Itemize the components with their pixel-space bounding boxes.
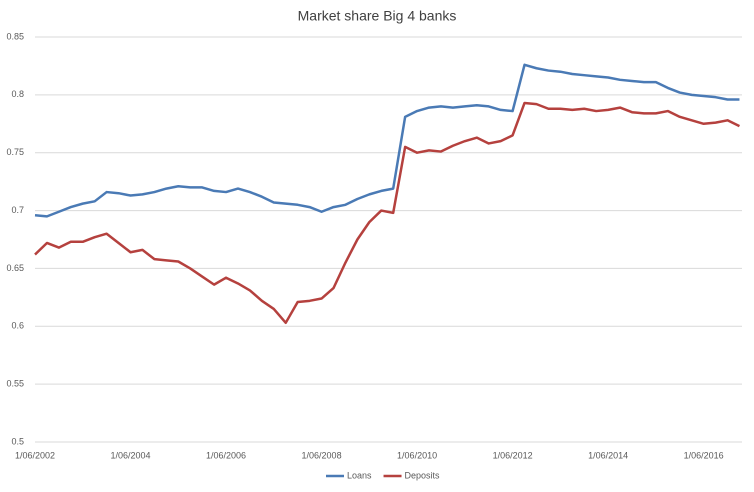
y-tick-label: 0.65 <box>6 263 24 273</box>
line-series <box>34 101 741 325</box>
line-series <box>34 63 740 218</box>
x-tick-label: 1/06/2016 <box>684 450 724 460</box>
x-tick-label: 1/06/2006 <box>206 450 246 460</box>
y-tick-label: 0.5 <box>11 436 24 446</box>
y-tick-label: 0.6 <box>11 321 24 331</box>
x-tick-label: 1/06/2002 <box>15 450 55 460</box>
y-tick-label: 0.75 <box>6 147 24 157</box>
legend-label: Loans <box>347 470 372 480</box>
legend-label: Deposits <box>405 470 441 480</box>
y-tick-label: 0.55 <box>6 379 24 389</box>
x-tick-label: 1/06/2010 <box>397 450 437 460</box>
x-tick-label: 1/06/2008 <box>302 450 342 460</box>
chart-title: Market share Big 4 banks <box>298 8 457 24</box>
y-tick-label: 0.85 <box>6 31 24 41</box>
y-tick-label: 0.8 <box>11 89 24 99</box>
x-tick-label: 1/06/2012 <box>493 450 533 460</box>
x-tick-label: 1/06/2014 <box>588 450 628 460</box>
x-tick-label: 1/06/2004 <box>110 450 150 460</box>
y-tick-label: 0.7 <box>11 205 24 215</box>
